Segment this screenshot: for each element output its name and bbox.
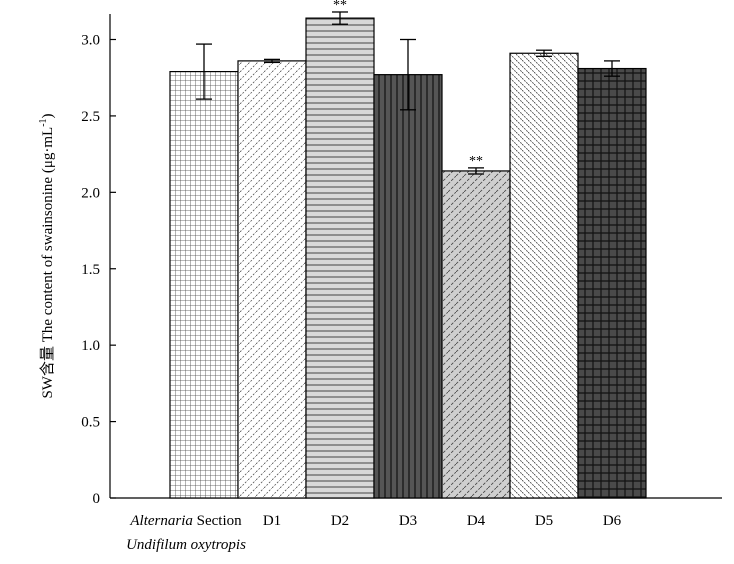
- bars: ** **: [169, 0, 647, 499]
- x-tick-label: D1: [263, 513, 281, 529]
- y-tick-label: 2.0: [81, 185, 100, 201]
- bar: [305, 17, 375, 499]
- y-tick-label: 1.5: [81, 262, 100, 278]
- x-tick-label: D5: [535, 513, 553, 529]
- x-tick-label-line2: Undifilum oxytropis: [126, 537, 246, 553]
- significance-marker: **: [469, 154, 483, 169]
- y-tick-label: 1.0: [81, 338, 100, 354]
- x-tick-label: D6: [603, 513, 622, 529]
- x-tick-label: D3: [399, 513, 417, 529]
- bar: [237, 60, 307, 499]
- y-axis-title: SW含量 The content of swainsonine (μg·mL-1…: [38, 113, 56, 398]
- x-tick-label-line1: Alternaria Section: [129, 513, 242, 529]
- y-tick-label: 0: [93, 491, 101, 507]
- x-labels: Alternaria Section Undifilum oxytropis D1 D…: [126, 513, 622, 553]
- bar: [577, 67, 647, 499]
- x-tick-label-genus: Alternaria: [129, 513, 193, 529]
- y-tick-label: 0.5: [81, 415, 100, 431]
- significance-marker: **: [333, 0, 347, 13]
- y-tick-label: 2.5: [81, 109, 100, 125]
- bar: [441, 170, 511, 499]
- x-tick-label: D2: [331, 513, 349, 529]
- bar: [373, 74, 443, 499]
- bar: [169, 70, 239, 499]
- y-ticks: 0 0.5 1.0 1.5 2.0 2.5 3.0: [81, 33, 116, 507]
- bar: [509, 52, 579, 499]
- x-tick-label: D4: [467, 513, 486, 529]
- x-tick-label-section: Section: [193, 513, 242, 529]
- y-tick-label: 3.0: [81, 33, 100, 49]
